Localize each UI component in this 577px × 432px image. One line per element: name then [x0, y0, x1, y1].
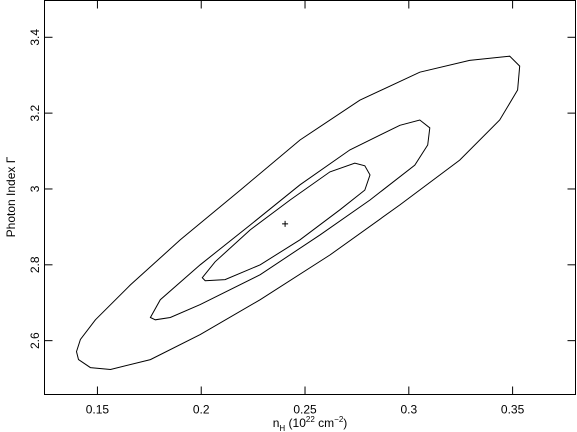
x-axis-label-part: n: [273, 416, 280, 430]
x-axis-label-part: H: [279, 424, 285, 432]
contour-line: [201, 162, 371, 282]
x-axis-label-part: (10: [285, 416, 306, 430]
y-tick-label: 2.8: [28, 256, 42, 273]
y-axis-label: Photon Index Γ: [4, 156, 18, 237]
x-axis-label-part: −2: [334, 415, 344, 424]
contour-line: [75, 55, 521, 371]
y-tick-label: 3.4: [28, 29, 42, 46]
y-tick-label: 3: [28, 185, 42, 192]
x-tick-label: 0.25: [293, 403, 317, 417]
x-axis-label-part: ): [343, 416, 347, 430]
x-tick-label: 0.3: [400, 403, 417, 417]
best-fit-marker: [282, 220, 289, 227]
x-tick-label: 0.2: [193, 403, 210, 417]
contour-line: [149, 119, 431, 321]
x-axis-label: nH (1022 cm−2): [273, 415, 348, 432]
x-axis-label-part: cm: [315, 416, 334, 430]
x-tick-label: 0.15: [86, 403, 110, 417]
y-tick-label: 3.2: [28, 104, 42, 121]
x-axis-label-part: 22: [306, 415, 315, 424]
plot-frame: [44, 0, 576, 395]
y-tick-label: 2.6: [28, 332, 42, 349]
x-tick-label: 0.35: [501, 403, 525, 417]
